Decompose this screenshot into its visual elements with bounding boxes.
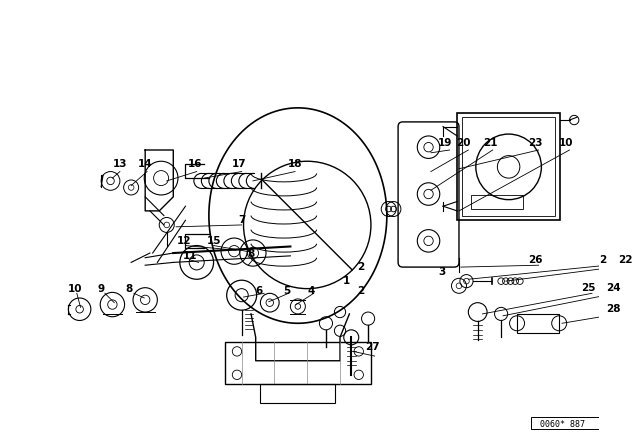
Text: 16: 16 bbox=[188, 159, 202, 169]
Bar bbox=[225, 342, 371, 384]
Text: 19: 19 bbox=[438, 138, 452, 148]
Text: 24: 24 bbox=[606, 283, 621, 293]
Text: 2: 2 bbox=[598, 254, 606, 265]
Text: 2: 2 bbox=[357, 262, 364, 272]
Text: 11: 11 bbox=[183, 251, 197, 261]
Text: 5: 5 bbox=[283, 285, 291, 296]
Text: 14: 14 bbox=[138, 159, 152, 169]
Text: 12: 12 bbox=[177, 236, 192, 246]
Text: 0060* 887: 0060* 887 bbox=[540, 420, 584, 429]
Bar bbox=[260, 384, 335, 403]
Bar bbox=[531, 417, 598, 429]
Text: 3: 3 bbox=[438, 267, 445, 277]
Text: 20: 20 bbox=[456, 138, 471, 148]
Bar bbox=[471, 195, 523, 209]
Bar bbox=[457, 112, 560, 220]
Text: 10: 10 bbox=[559, 138, 573, 148]
Text: 10: 10 bbox=[68, 284, 82, 293]
Bar bbox=[517, 314, 559, 333]
Text: 6: 6 bbox=[255, 285, 262, 296]
Text: 8: 8 bbox=[125, 284, 133, 293]
Text: 18: 18 bbox=[288, 159, 302, 169]
Text: 21: 21 bbox=[483, 138, 497, 148]
Text: 17: 17 bbox=[232, 159, 246, 169]
Bar bbox=[462, 117, 556, 215]
Text: 22: 22 bbox=[618, 254, 633, 265]
Text: 4: 4 bbox=[307, 285, 315, 296]
Text: 9: 9 bbox=[97, 284, 105, 293]
Text: 13: 13 bbox=[113, 159, 127, 169]
Text: 2: 2 bbox=[357, 285, 364, 296]
Text: 8: 8 bbox=[248, 249, 255, 259]
Text: 15: 15 bbox=[206, 236, 221, 246]
Text: 25: 25 bbox=[581, 283, 595, 293]
Text: 27: 27 bbox=[365, 342, 380, 352]
Text: 1: 1 bbox=[343, 276, 350, 286]
Text: 28: 28 bbox=[606, 304, 621, 314]
Text: 26: 26 bbox=[529, 254, 543, 265]
Text: 7: 7 bbox=[238, 215, 245, 225]
Text: 23: 23 bbox=[529, 138, 543, 148]
